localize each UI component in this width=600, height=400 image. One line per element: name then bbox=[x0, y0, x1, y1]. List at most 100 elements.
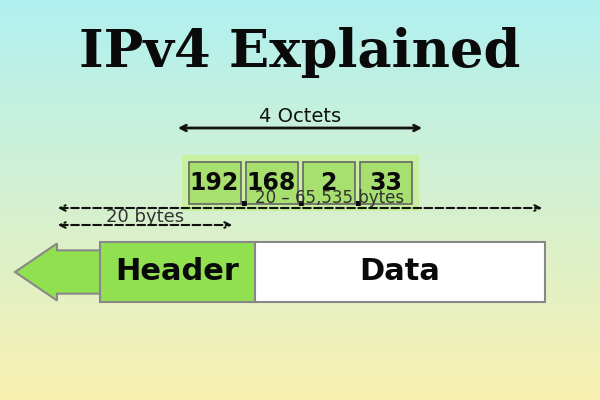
Bar bbox=[0, 257, 600, 259]
Bar bbox=[0, 61, 600, 63]
Bar bbox=[0, 271, 600, 272]
Bar bbox=[0, 256, 600, 257]
Bar bbox=[0, 133, 600, 135]
Bar bbox=[0, 175, 600, 176]
Bar bbox=[0, 191, 600, 192]
FancyBboxPatch shape bbox=[359, 162, 412, 204]
Bar bbox=[0, 292, 600, 293]
Bar bbox=[0, 237, 600, 239]
Bar bbox=[0, 193, 600, 195]
Bar bbox=[0, 48, 600, 49]
Bar bbox=[0, 289, 600, 291]
Bar bbox=[0, 373, 600, 375]
Bar bbox=[0, 37, 600, 39]
Bar bbox=[0, 364, 600, 365]
Bar bbox=[0, 235, 600, 236]
Text: .: . bbox=[238, 184, 248, 212]
Bar bbox=[0, 248, 600, 249]
Bar bbox=[0, 357, 600, 359]
Bar bbox=[0, 371, 600, 372]
Bar bbox=[0, 20, 600, 21]
Bar bbox=[0, 52, 600, 53]
Bar bbox=[0, 205, 600, 207]
Bar bbox=[0, 340, 600, 341]
Bar bbox=[0, 176, 600, 177]
Bar bbox=[0, 47, 600, 48]
Bar bbox=[0, 399, 600, 400]
Bar bbox=[0, 251, 600, 252]
Bar bbox=[0, 267, 600, 268]
Bar bbox=[0, 49, 600, 51]
Bar bbox=[0, 119, 600, 120]
Bar bbox=[0, 197, 600, 199]
Bar bbox=[0, 233, 600, 235]
Bar bbox=[0, 153, 600, 155]
Bar bbox=[0, 320, 600, 321]
Bar bbox=[0, 72, 600, 73]
Bar bbox=[0, 249, 600, 251]
Bar bbox=[0, 64, 600, 65]
Bar bbox=[0, 112, 600, 113]
Bar bbox=[0, 355, 600, 356]
Bar bbox=[0, 339, 600, 340]
Bar bbox=[0, 101, 600, 103]
Bar bbox=[0, 116, 600, 117]
FancyBboxPatch shape bbox=[182, 155, 419, 211]
Bar bbox=[0, 68, 600, 69]
Bar bbox=[0, 155, 600, 156]
Bar bbox=[0, 276, 600, 277]
Bar bbox=[0, 73, 600, 75]
Bar bbox=[0, 115, 600, 116]
Bar bbox=[0, 124, 600, 125]
Bar bbox=[0, 137, 600, 139]
Bar bbox=[0, 337, 600, 339]
Bar bbox=[0, 59, 600, 60]
Bar bbox=[0, 240, 600, 241]
Bar bbox=[0, 397, 600, 399]
Bar bbox=[0, 147, 600, 148]
Bar bbox=[0, 93, 600, 95]
Bar bbox=[0, 245, 600, 247]
Bar bbox=[0, 280, 600, 281]
Bar bbox=[0, 85, 600, 87]
Bar bbox=[0, 121, 600, 123]
FancyBboxPatch shape bbox=[245, 162, 298, 204]
Bar bbox=[0, 381, 600, 383]
Bar bbox=[0, 232, 600, 233]
Bar bbox=[0, 333, 600, 335]
Bar bbox=[0, 141, 600, 143]
Bar bbox=[0, 293, 600, 295]
Bar bbox=[0, 41, 600, 43]
FancyBboxPatch shape bbox=[302, 162, 355, 204]
Bar bbox=[0, 145, 600, 147]
Bar bbox=[0, 65, 600, 67]
Bar bbox=[0, 369, 600, 371]
Text: 2: 2 bbox=[320, 171, 337, 195]
Bar bbox=[0, 279, 600, 280]
Text: 192: 192 bbox=[190, 171, 239, 195]
Bar bbox=[0, 323, 600, 324]
Bar bbox=[0, 31, 600, 32]
Bar bbox=[0, 297, 600, 299]
Bar bbox=[0, 231, 600, 232]
Bar bbox=[0, 100, 600, 101]
Bar bbox=[0, 268, 600, 269]
Bar bbox=[0, 180, 600, 181]
Bar bbox=[0, 131, 600, 132]
Bar bbox=[0, 69, 600, 71]
Bar bbox=[0, 387, 600, 388]
Bar bbox=[0, 392, 600, 393]
Bar bbox=[0, 291, 600, 292]
Bar bbox=[0, 164, 600, 165]
Bar bbox=[0, 19, 600, 20]
Bar bbox=[0, 97, 600, 99]
Bar bbox=[0, 95, 600, 96]
Bar bbox=[0, 16, 600, 17]
Bar bbox=[0, 172, 600, 173]
Bar bbox=[0, 308, 600, 309]
Bar bbox=[0, 13, 600, 15]
Bar bbox=[0, 243, 600, 244]
Bar bbox=[0, 380, 600, 381]
Text: 168: 168 bbox=[247, 171, 296, 195]
Bar bbox=[0, 45, 600, 47]
